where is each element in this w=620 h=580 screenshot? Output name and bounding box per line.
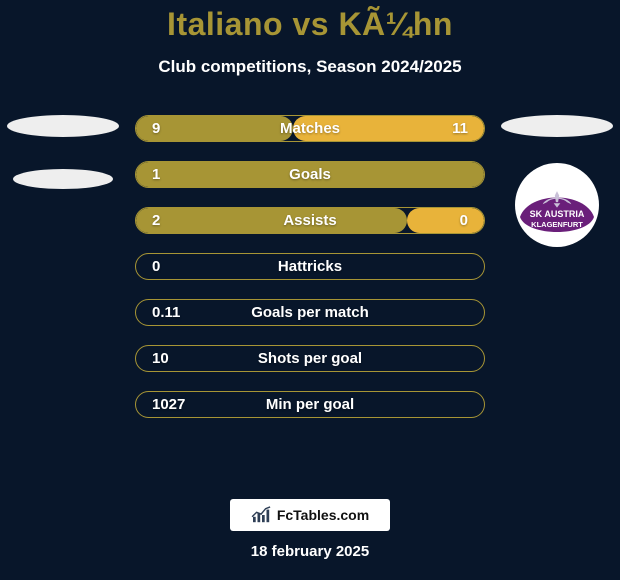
footer: FcTables.com 18 february 2025 [0,499,620,560]
main-row: 911Matches 1Goals 20Assists 0Hattricks 0.11G… [0,115,620,418]
content-root: Italiano vs KÃ¼hn Club competitions, Sea… [0,0,620,580]
stat-bar: 911Matches [135,115,485,142]
club-badge: SK AUSTRIA KLAGENFURT [515,163,599,247]
brand-chart-icon [251,506,273,524]
brand-text: FcTables.com [277,507,369,523]
stat-bar: 10Shots per goal [135,345,485,372]
bar-label: Goals [136,162,484,187]
left-player-avatar-1 [7,115,119,137]
stat-bar: 1Goals [135,161,485,188]
bar-label: Min per goal [136,392,484,417]
bar-label: Matches [136,116,484,141]
svg-text:KLAGENFURT: KLAGENFURT [531,220,583,229]
page-title: Italiano vs KÃ¼hn [0,0,620,43]
bar-label: Shots per goal [136,346,484,371]
brand-box: FcTables.com [230,499,390,531]
club-badge-svg: SK AUSTRIA KLAGENFURT [517,165,597,245]
svg-text:SK AUSTRIA: SK AUSTRIA [530,209,585,219]
stat-bar: 0Hattricks [135,253,485,280]
bar-label: Hattricks [136,254,484,279]
subtitle: Club competitions, Season 2024/2025 [0,57,620,77]
stat-bar: 0.11Goals per match [135,299,485,326]
left-player-avatar-2 [13,169,113,189]
club-badge-inner: SK AUSTRIA KLAGENFURT [517,165,597,245]
date-text: 18 february 2025 [251,543,369,560]
bar-label: Assists [136,208,484,233]
bar-label: Goals per match [136,300,484,325]
stat-bar: 1027Min per goal [135,391,485,418]
right-player-avatar-1 [501,115,613,137]
stat-bar: 20Assists [135,207,485,234]
left-player-column [0,115,120,221]
stat-bars: 911Matches 1Goals 20Assists 0Hattricks 0.11G… [135,115,485,418]
right-player-column: SK AUSTRIA KLAGENFURT [500,115,620,247]
